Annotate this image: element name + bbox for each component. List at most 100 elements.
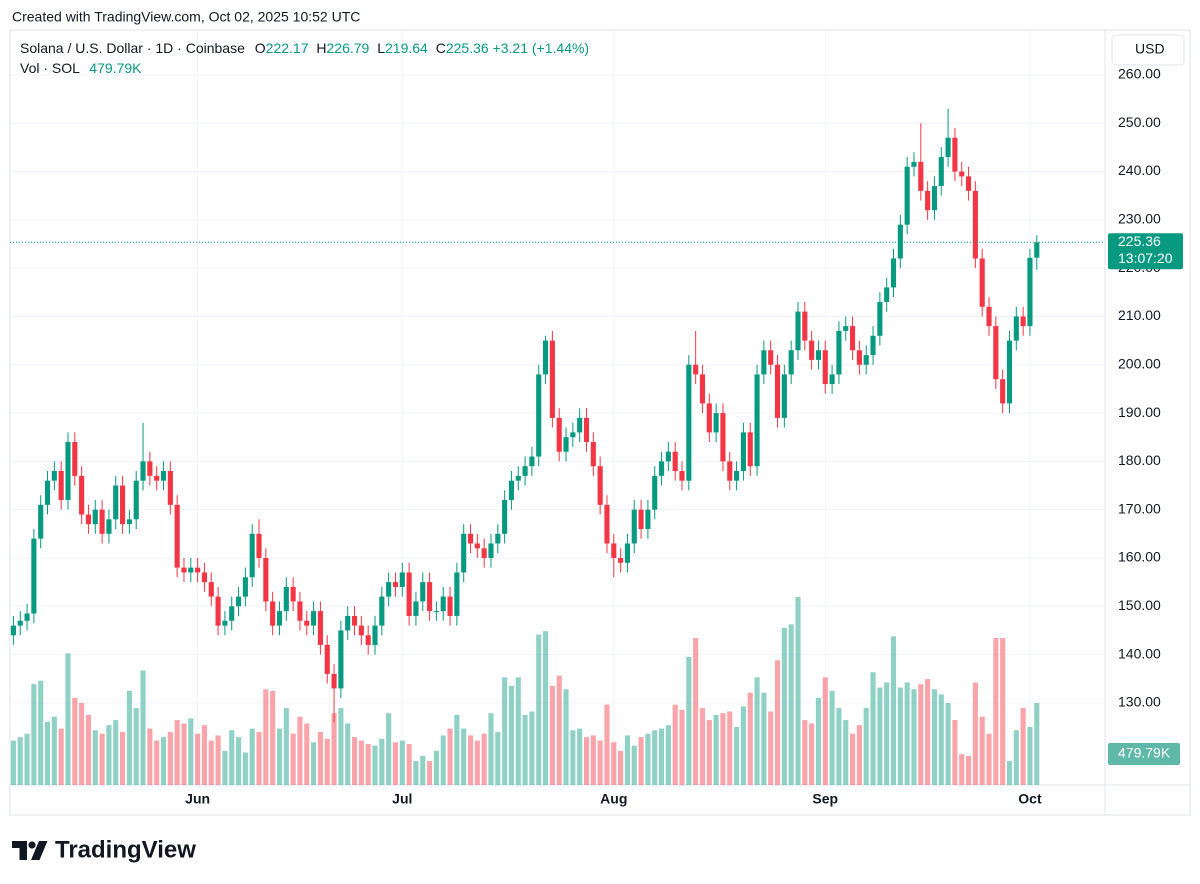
volume-bar bbox=[17, 737, 23, 785]
volume-bar bbox=[297, 716, 303, 785]
candle-body bbox=[51, 471, 57, 481]
candle-body bbox=[570, 432, 576, 438]
candle-body bbox=[604, 504, 610, 544]
candle-body bbox=[788, 350, 794, 375]
volume-bar bbox=[829, 691, 835, 785]
candle-body bbox=[761, 350, 767, 375]
volume-bar bbox=[195, 733, 201, 785]
candle-body bbox=[195, 567, 201, 573]
candle-body bbox=[1027, 257, 1033, 327]
volume-bar bbox=[925, 679, 931, 785]
candle-body bbox=[188, 567, 194, 573]
candle-body bbox=[474, 543, 480, 549]
volume-bar bbox=[822, 677, 828, 785]
candle-body bbox=[392, 582, 399, 587]
x-tick-label: Aug bbox=[600, 791, 627, 807]
currency-button[interactable] bbox=[1111, 34, 1185, 66]
volume-bar bbox=[502, 677, 508, 785]
volume-bar bbox=[1006, 761, 1013, 785]
volume-bar bbox=[372, 745, 378, 785]
candle-body bbox=[147, 461, 153, 476]
candle-body bbox=[972, 190, 978, 259]
candle-body bbox=[624, 543, 630, 563]
volume-bar bbox=[154, 740, 160, 785]
volume-bar bbox=[263, 689, 269, 785]
volume-bar bbox=[99, 733, 105, 785]
candle-body bbox=[563, 437, 569, 452]
candle-body bbox=[235, 596, 242, 607]
volume-bar bbox=[815, 697, 822, 785]
volume-bar bbox=[522, 714, 528, 785]
candle-body bbox=[488, 543, 494, 558]
candle-body bbox=[140, 461, 146, 481]
volume-bar bbox=[399, 740, 405, 785]
candle-body bbox=[372, 625, 378, 645]
volume-bar bbox=[618, 750, 624, 785]
candle-body bbox=[747, 432, 753, 467]
close-value: 225.36 bbox=[445, 40, 489, 56]
candle-body bbox=[120, 485, 126, 525]
candle-body bbox=[890, 258, 897, 288]
logo-mark bbox=[31, 841, 48, 860]
candle-body bbox=[850, 326, 856, 351]
candle-body bbox=[44, 480, 51, 505]
candle-body bbox=[529, 456, 535, 467]
volume-bar bbox=[884, 682, 890, 785]
candle-body bbox=[515, 475, 521, 481]
candle-body bbox=[699, 374, 706, 404]
last-price-label: 225.36 bbox=[1118, 233, 1161, 249]
volume-bar bbox=[734, 726, 740, 785]
volume-bar bbox=[413, 761, 419, 785]
volume-bar bbox=[693, 638, 699, 785]
candle-body bbox=[201, 572, 207, 583]
candle-body bbox=[843, 326, 849, 331]
candle-body bbox=[822, 350, 828, 385]
candle-body bbox=[181, 567, 187, 573]
volume-bar bbox=[1013, 730, 1019, 785]
volume-bar bbox=[536, 634, 542, 785]
volume-bar bbox=[304, 723, 310, 785]
volume-bar bbox=[761, 692, 767, 785]
countdown: 13:07:20 bbox=[1118, 250, 1173, 266]
brand: TradingView bbox=[55, 836, 196, 863]
volume-bar bbox=[290, 733, 296, 785]
candle-body bbox=[795, 311, 801, 351]
volume-bar bbox=[747, 692, 753, 785]
volume-bar bbox=[147, 728, 153, 785]
volume-bar bbox=[877, 687, 883, 785]
candle-body bbox=[583, 417, 590, 443]
volume-bar bbox=[229, 730, 235, 785]
candle-body bbox=[679, 471, 685, 481]
volume-bar bbox=[126, 691, 132, 785]
brand-logo bbox=[12, 841, 48, 860]
volume-bar bbox=[433, 750, 439, 785]
volume-bar bbox=[624, 735, 630, 785]
volume-bar bbox=[495, 732, 501, 785]
candle-body bbox=[365, 635, 371, 645]
candle-body bbox=[774, 364, 781, 418]
candle-body bbox=[686, 364, 692, 481]
volume-bar bbox=[467, 735, 474, 785]
candle-body bbox=[870, 335, 876, 356]
candle-body bbox=[72, 442, 78, 476]
candle-body bbox=[931, 186, 937, 211]
ohlc-label: L bbox=[377, 40, 386, 56]
volume-bar bbox=[658, 728, 665, 785]
candle-body bbox=[276, 611, 283, 626]
candle-body bbox=[338, 630, 344, 689]
candle-body bbox=[925, 190, 931, 211]
candle-body bbox=[304, 620, 310, 626]
volume-bar bbox=[10, 740, 16, 785]
x-tick-label: Jul bbox=[392, 791, 412, 807]
volume-bar bbox=[140, 670, 146, 785]
volume-bar bbox=[665, 725, 671, 785]
candle-body bbox=[31, 538, 37, 614]
volume-bar bbox=[392, 742, 399, 785]
candle-body bbox=[106, 519, 112, 534]
y-tick-label: 210.00 bbox=[1118, 307, 1161, 323]
volume-bar bbox=[420, 755, 426, 785]
candle-body bbox=[638, 509, 644, 529]
candle-body bbox=[317, 611, 323, 645]
candle-body bbox=[740, 432, 746, 472]
